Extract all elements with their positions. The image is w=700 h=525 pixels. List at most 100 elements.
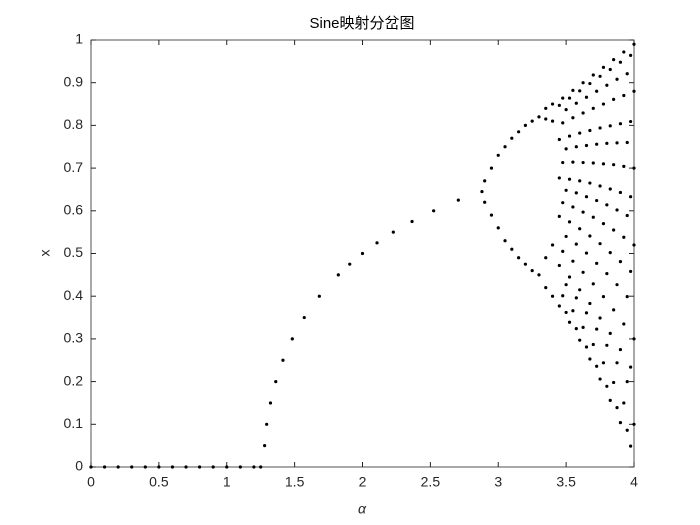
x-tick-label: 0 <box>87 474 95 490</box>
point <box>612 97 616 101</box>
point <box>544 117 548 121</box>
y-tick-label: 0.1 <box>64 415 84 431</box>
point <box>574 101 578 105</box>
point <box>561 249 565 253</box>
point <box>281 358 285 362</box>
y-tick-label: 0.6 <box>64 202 84 218</box>
point <box>618 122 623 126</box>
point <box>615 208 619 212</box>
point <box>360 251 365 256</box>
point <box>598 184 602 188</box>
point <box>629 269 633 274</box>
point <box>517 130 521 134</box>
point <box>605 343 609 347</box>
point <box>615 77 619 81</box>
point <box>567 96 572 100</box>
point <box>571 116 575 120</box>
point <box>625 380 629 384</box>
point <box>605 141 609 145</box>
point <box>615 361 619 365</box>
point <box>618 347 623 352</box>
y-tick-label: 0.3 <box>64 330 84 346</box>
point <box>601 361 606 365</box>
point <box>622 401 626 405</box>
point <box>632 42 636 46</box>
point <box>557 103 561 107</box>
point <box>625 428 629 432</box>
point <box>564 188 568 192</box>
point <box>598 316 602 320</box>
point <box>557 137 561 142</box>
point <box>578 227 582 231</box>
point <box>595 364 599 368</box>
point <box>581 160 585 165</box>
point <box>601 222 606 226</box>
point <box>581 210 585 214</box>
y-tick-label: 0.9 <box>64 73 84 89</box>
point <box>605 384 609 388</box>
point <box>317 294 321 298</box>
point <box>184 465 188 469</box>
point <box>618 420 623 425</box>
point <box>102 465 107 469</box>
point <box>584 251 589 255</box>
point <box>605 83 609 87</box>
point <box>578 89 582 93</box>
point <box>584 143 589 148</box>
point <box>598 126 602 130</box>
point <box>588 357 592 361</box>
point <box>537 115 541 119</box>
point <box>615 283 619 287</box>
x-tick-label: 2 <box>359 474 367 490</box>
point <box>496 226 500 230</box>
point <box>567 275 572 279</box>
point <box>598 377 602 381</box>
point <box>143 465 147 469</box>
y-tick-label: 0.7 <box>64 159 84 175</box>
x-tick-label: 1 <box>223 474 231 490</box>
point <box>578 131 582 135</box>
point <box>510 247 514 251</box>
point <box>618 260 623 264</box>
point <box>544 106 548 110</box>
point <box>612 228 616 232</box>
point <box>561 160 565 165</box>
point <box>629 444 633 448</box>
point <box>601 65 606 69</box>
point <box>591 161 595 165</box>
point <box>615 406 619 410</box>
point <box>601 162 606 166</box>
point <box>571 205 575 209</box>
point <box>584 95 589 99</box>
x-axis-label: α <box>358 501 367 517</box>
point <box>561 201 565 205</box>
point <box>130 465 134 469</box>
point <box>211 465 215 469</box>
point <box>550 243 555 247</box>
point <box>530 119 534 123</box>
point <box>432 209 436 213</box>
point <box>584 195 589 199</box>
point <box>625 140 629 145</box>
point <box>571 309 575 313</box>
point <box>571 88 575 92</box>
y-tick-label: 0.8 <box>64 116 84 132</box>
point <box>581 111 585 115</box>
point <box>348 262 352 266</box>
point <box>578 179 582 183</box>
point <box>574 327 578 331</box>
point <box>567 177 572 181</box>
point <box>608 398 612 402</box>
point <box>564 147 568 151</box>
point <box>238 465 242 469</box>
point <box>588 181 592 185</box>
point <box>608 331 612 335</box>
point <box>574 191 578 195</box>
point <box>157 465 161 469</box>
point <box>530 268 534 273</box>
point <box>612 58 616 62</box>
point <box>591 282 595 286</box>
point <box>605 203 609 207</box>
point <box>605 271 609 276</box>
